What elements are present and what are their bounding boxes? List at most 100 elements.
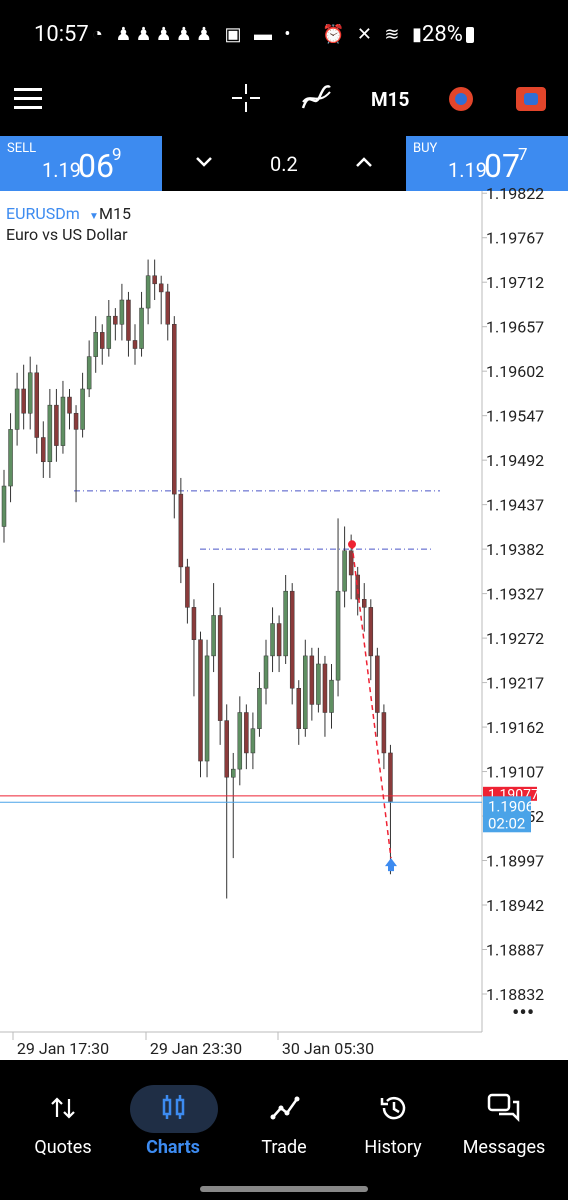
time: 10:57 [34,22,89,47]
candle-body [152,275,157,285]
bid-label: 1.19069 [488,797,543,815]
trade-line [351,544,392,859]
trade-close-marker [385,858,397,872]
countdown: 02:02 [488,814,525,832]
candle-body [270,623,275,657]
candle-body [375,655,380,713]
candle-body [283,590,288,657]
lot-decrease[interactable] [195,155,213,169]
candle-body [231,768,236,778]
history-icon [380,1096,406,1120]
bid-tag [483,796,531,833]
home-indicator [200,1186,368,1192]
y-tick-label: 1.19327 [486,585,544,604]
candle-body [158,283,164,293]
candle-body [217,615,223,721]
nav-item[interactable]: Trade [261,1137,307,1158]
candle-body [276,623,282,657]
menu-icon[interactable] [14,88,42,110]
candle-body [139,307,144,349]
candle-body [211,615,216,657]
y-tick-label: 1.19437 [486,496,544,515]
candle-body [100,332,105,349]
y-tick-label: 1.19712 [486,273,544,292]
buy-price-prefix: 1.19 [448,158,487,182]
y-tick-label: 1.19492 [486,451,544,470]
candle-body [34,372,39,438]
candle-body [41,437,46,463]
y-tick-label: 1.19107 [486,763,544,782]
candle-body [296,687,301,729]
candle-body [342,550,347,592]
crosshair-icon[interactable] [230,82,262,114]
objects-icon[interactable] [446,84,476,114]
y-tick-label: 1.18997 [486,852,544,871]
y-tick-label: 1.19272 [486,629,544,648]
timeframe[interactable]: M15 [371,88,410,111]
sell-price-prefix: 1.19 [42,158,81,182]
candle-body [289,590,295,689]
y-tick-label: 1.18832 [486,985,544,1004]
indicator-icon[interactable] [300,82,332,114]
candle-body [21,388,26,414]
candle-body [73,412,79,430]
sell-price-fraction: 9 [112,145,122,165]
y-tick-label: 1.18942 [486,896,544,915]
sell-button[interactable]: SELL 1.19 06 9 [0,136,162,191]
candle-body [322,663,328,713]
candle-body [172,324,177,495]
buy-button[interactable]: BUY 1.19 07 7 [406,136,568,191]
y-tick-label: 1.19602 [486,362,544,381]
y-tick-label: 1.19547 [486,407,544,426]
candle-body [257,687,262,729]
y-tick-label: 1.19767 [486,229,544,248]
status-bar: 10:57 ◔ ♟♟♟♟♟ ▣ ▬ • ⏰ ✕ ≋ ▮ 28% [0,0,568,70]
candle-body [54,404,59,446]
symbol-dropdown: ▼ [89,211,99,222]
trade-open-marker [348,540,356,549]
chart-timeframe: M15 [99,204,131,223]
candle-body [368,607,374,657]
candle-body [309,655,315,705]
candle-body [237,712,243,770]
lot-size[interactable]: 0.2 [270,152,298,176]
y-tick-label: 1.19822 [486,184,544,203]
candle-body [132,340,138,349]
candle-body [80,388,85,430]
messages-icon [487,1093,520,1123]
candle-body [8,429,13,487]
x-tick-label: 29 Jan 17:30 [17,1039,109,1058]
nav-item[interactable]: Quotes [34,1137,92,1158]
trade-icon[interactable] [516,85,546,113]
nav-item[interactable]: History [364,1137,422,1158]
candle-body [86,356,92,390]
candle-body [250,728,256,754]
candle-body [191,607,197,640]
battery: 28% [422,22,463,47]
buy-price-main: 07 [484,147,520,185]
nav-item[interactable]: Messages [462,1137,546,1158]
lot-increase[interactable] [355,155,373,169]
y-tick-label: 1.19382 [486,540,544,559]
buy-price-fraction: 7 [518,145,528,165]
candle-body [224,720,229,778]
buy-label: BUY [413,141,438,156]
candle-body [204,655,210,762]
candle-body [93,332,98,357]
candle-body [381,712,387,754]
candle-body [263,655,269,689]
candle-body [362,599,367,608]
candle-body [145,275,151,309]
more-icon[interactable]: ••• [512,1001,534,1026]
x-tick-label: 29 Jan 23:30 [150,1039,242,1058]
y-tick-label: 1.19217 [486,674,544,693]
candle-body [198,639,203,762]
notification-icons: ◔ ♟♟♟♟♟ ▣ ▬ • [92,24,295,45]
candle-body [113,315,118,325]
nav-item[interactable]: Charts [146,1137,200,1158]
candle-body [126,299,131,341]
candle-body [244,712,249,754]
chart: EURUSDm ▼ M15 Euro vs US Dollar ••• 1.19… [0,184,544,1058]
candle-body [1,485,7,527]
